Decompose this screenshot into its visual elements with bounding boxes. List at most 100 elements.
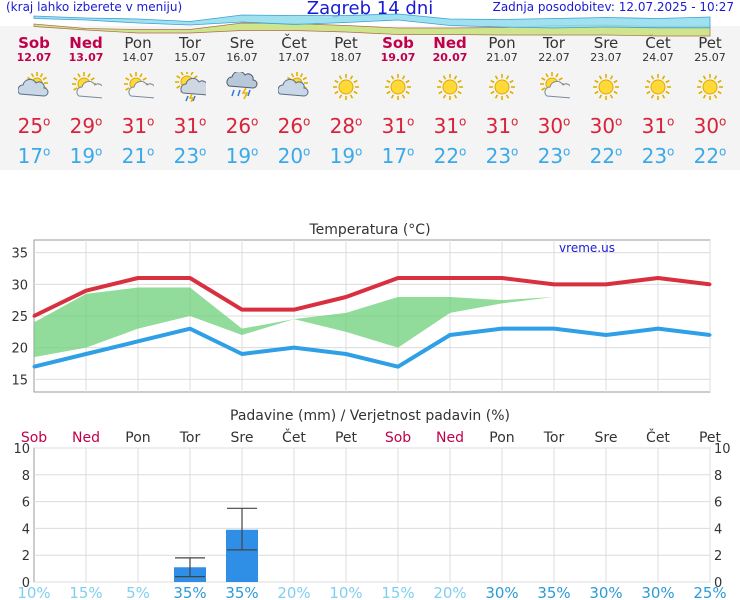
min-temp-point <box>396 365 400 369</box>
day-name: Ned <box>433 34 467 52</box>
min-temp: 19o <box>329 144 363 168</box>
max-temp: 31o <box>121 114 155 138</box>
last-update: Zadnja posodobitev: 12.07.2025 - 10:27 <box>492 0 734 14</box>
day-date: 23.07 <box>590 51 622 64</box>
day-name: Tor <box>543 34 565 52</box>
min-temp: 23o <box>641 144 675 168</box>
precip-probability: 10% <box>17 584 50 600</box>
day-column: Ned 13.07 29o 19o <box>60 26 112 168</box>
day-column: Ned 20.07 31o 22o <box>424 26 476 168</box>
min-temp: 23o <box>173 144 207 168</box>
day-column: Sob 19.07 31o 17o <box>372 26 424 168</box>
max-temp-point <box>292 308 296 312</box>
day-name: Čet <box>281 34 307 52</box>
max-temp-point <box>240 308 244 312</box>
precip-y-tick-left: 4 <box>22 522 30 537</box>
precip-probability: 35% <box>225 584 258 600</box>
day-column: Sre 16.07 26o 19o <box>216 26 268 168</box>
min-temp-point <box>344 352 348 356</box>
precip-day-label: Tor <box>179 430 201 446</box>
day-column: Tor 22.07 30o 23o <box>528 26 580 168</box>
max-temp: 31o <box>433 114 467 138</box>
temp-y-tick: 20 <box>11 342 28 357</box>
precip-day-label: Čet <box>282 428 306 446</box>
day-date: 22.07 <box>538 51 570 64</box>
day-column: Čet 24.07 31o 23o <box>632 26 684 168</box>
precip-probability: 20% <box>433 584 466 600</box>
max-temp-point <box>396 276 400 280</box>
precip-probability: 25% <box>693 584 726 600</box>
precip-day-label: Pet <box>699 430 722 446</box>
max-temp: 31o <box>381 114 415 138</box>
temp-y-tick: 30 <box>11 278 28 293</box>
min-temp-point <box>500 327 504 331</box>
day-column: Pon 14.07 31o 21o <box>112 26 164 168</box>
min-temp: 22o <box>589 144 623 168</box>
precip-day-label: Pon <box>125 430 150 446</box>
day-name: Čet <box>645 34 671 52</box>
precip-y-tick-right: 0 <box>714 576 722 591</box>
max-temp: 31o <box>485 114 519 138</box>
min-temp-point <box>604 333 608 337</box>
day-date: 13.07 <box>68 51 104 64</box>
max-temp: 30o <box>693 114 727 138</box>
max-temp: 25o <box>17 114 51 138</box>
sun-icon <box>697 74 723 100</box>
max-temp-point <box>500 276 504 280</box>
sun-icon <box>385 74 411 100</box>
day-date: 16.07 <box>226 51 258 64</box>
min-temp-point <box>188 327 192 331</box>
precip-probability: 5% <box>126 584 150 600</box>
day-date: 15.07 <box>174 51 206 64</box>
precip-day-label: Sre <box>231 430 254 446</box>
min-temp: 21o <box>121 144 155 168</box>
daily-forecast: Sob 12.07 25o 17o Ned 13.07 29o 19o Pon 14.07 31o 2… <box>0 26 740 170</box>
sun-icon <box>489 74 515 100</box>
precip-day-label: Pon <box>489 430 514 446</box>
storm-icon <box>226 72 258 100</box>
precip-probability: 10% <box>329 584 362 600</box>
max-temp: 30o <box>537 114 571 138</box>
temp-y-tick: 25 <box>11 310 28 325</box>
max-temp: 28o <box>329 114 363 138</box>
watermark: vreme.us <box>559 241 615 255</box>
min-temp: 19o <box>69 144 103 168</box>
min-temp-point <box>32 365 36 369</box>
precip-probability: 20% <box>277 584 310 600</box>
partly-cloudy-icon <box>18 72 49 97</box>
precip-plot-area <box>33 447 711 583</box>
day-column: Pet 18.07 28o 19o <box>320 26 372 168</box>
min-temp: 17o <box>381 144 415 168</box>
day-date: 17.07 <box>278 51 310 64</box>
max-temp: 26o <box>225 114 259 138</box>
precip-day-label: Ned <box>72 430 100 446</box>
sun-cloud-icon <box>540 72 570 99</box>
max-temp-point <box>84 289 88 293</box>
max-temp-point <box>448 276 452 280</box>
precip-day-label: Ned <box>436 430 464 446</box>
day-date: 21.07 <box>486 51 518 64</box>
precip-y-tick-right: 10 <box>714 442 731 457</box>
max-temp-point <box>32 314 36 318</box>
min-temp: 22o <box>693 144 727 168</box>
min-temp-line <box>33 326 711 369</box>
day-name: Pon <box>488 34 516 52</box>
precip-probability: 35% <box>173 584 206 600</box>
day-column: Tor 15.07 31o 23o <box>164 26 216 168</box>
max-temp: 26o <box>277 114 311 138</box>
precip-y-tick-right: 8 <box>714 469 722 484</box>
location-hint[interactable]: (kraj lahko izberete v meniju) <box>6 0 183 14</box>
sun-icon <box>333 74 359 100</box>
min-temp: 23o <box>537 144 571 168</box>
min-temp: 20o <box>277 144 311 168</box>
day-date: 12.07 <box>16 51 52 64</box>
sun-cloud-icon <box>72 72 102 99</box>
day-name: Pon <box>124 34 152 52</box>
day-column: Pet 25.07 30o 22o <box>684 26 736 168</box>
max-temp-line <box>33 276 711 318</box>
sun-icon <box>593 74 619 100</box>
precip-y-tick-left: 10 <box>13 442 30 457</box>
band-overlap <box>34 287 710 358</box>
precip-probability: 35% <box>537 584 570 600</box>
